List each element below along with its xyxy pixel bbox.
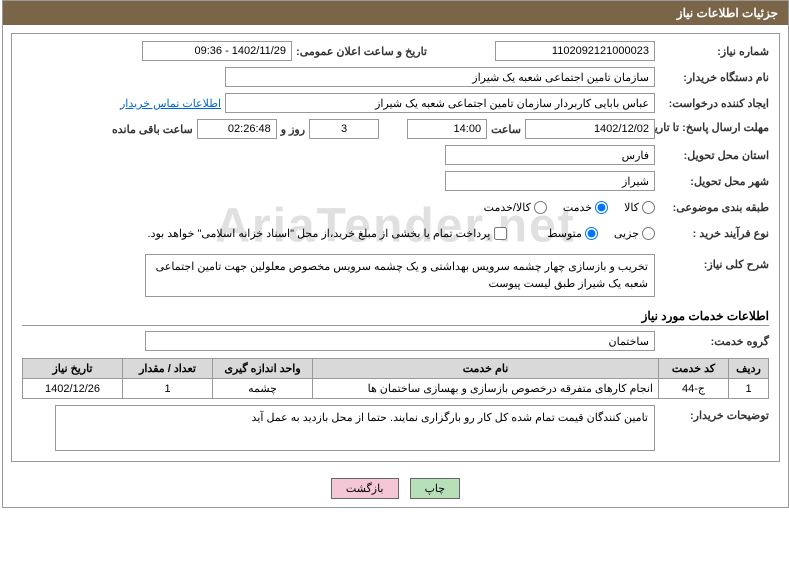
cell-row-num: 1	[729, 379, 769, 399]
radio-goods[interactable]: کالا	[624, 201, 655, 214]
process-type-label: نوع فرآیند خرید :	[659, 227, 769, 240]
description-value: تخریب و بازسازی چهار چشمه سرویس بهداشتی …	[145, 254, 655, 297]
days-label: روز و	[281, 123, 305, 136]
service-info-section-title: اطلاعات خدمات مورد نیاز	[22, 305, 769, 326]
deadline-date-value: 1402/12/02	[525, 119, 655, 139]
col-quantity: تعداد / مقدار	[123, 359, 213, 379]
back-button[interactable]: بازگشت	[331, 478, 399, 499]
classification-label: طبقه بندی موضوعی:	[659, 201, 769, 214]
col-unit: واحد اندازه گیری	[213, 359, 313, 379]
province-value: فارس	[445, 145, 655, 165]
cell-need-date: 1402/12/26	[23, 379, 123, 399]
radio-minor[interactable]: جزیی	[614, 227, 655, 240]
treasury-checkbox[interactable]: پرداخت تمام یا بخشی از مبلغ خرید،از محل …	[148, 227, 508, 240]
creator-value: عباس بابایی کاربردار سازمان تامین اجتماع…	[225, 93, 655, 113]
table-row: 1 ج-44 انجام کارهای متفرقه درخصوص بازساز…	[23, 379, 769, 399]
radio-service-label: خدمت	[563, 201, 592, 214]
print-button[interactable]: چاپ	[410, 478, 461, 499]
col-row-num: ردیف	[729, 359, 769, 379]
radio-medium[interactable]: متوسط	[547, 227, 598, 240]
treasury-checkbox-label: پرداخت تمام یا بخشی از مبلغ خرید،از محل …	[148, 227, 491, 240]
service-group-label: گروه خدمت:	[659, 335, 769, 348]
buyer-notes-value: تامین کنندگان قیمت تمام شده کل کار رو با…	[55, 405, 655, 451]
buyer-org-label: نام دستگاه خریدار:	[659, 71, 769, 84]
col-service-name: نام خدمت	[313, 359, 659, 379]
days-remaining-value: 3	[309, 119, 379, 139]
city-value: شیراز	[445, 171, 655, 191]
announce-date-label: تاریخ و ساعت اعلان عمومی:	[296, 45, 427, 58]
radio-goods-service[interactable]: کالا/خدمت	[484, 201, 547, 214]
service-group-value: ساختمان	[145, 331, 655, 351]
panel-header: جزئیات اطلاعات نیاز	[3, 1, 788, 25]
col-service-code: کد خدمت	[659, 359, 729, 379]
city-label: شهر محل تحویل:	[659, 175, 769, 188]
buyer-org-value: سازمان تامین اجتماعی شعبه یک شیراز	[225, 67, 655, 87]
services-table: ردیف کد خدمت نام خدمت واحد اندازه گیری ت…	[22, 358, 769, 399]
radio-goods-service-label: کالا/خدمت	[484, 201, 531, 214]
announce-date-value: 1402/11/29 - 09:36	[142, 41, 292, 61]
cell-service-name: انجام کارهای متفرقه درخصوص بازسازی و بهس…	[313, 379, 659, 399]
radio-goods-label: کالا	[624, 201, 639, 214]
countdown-value: 02:26:48	[197, 119, 277, 139]
col-need-date: تاریخ نیاز	[23, 359, 123, 379]
cell-service-code: ج-44	[659, 379, 729, 399]
radio-medium-label: متوسط	[547, 227, 582, 240]
cell-quantity: 1	[123, 379, 213, 399]
cell-unit: چشمه	[213, 379, 313, 399]
need-number-label: شماره نیاز:	[659, 45, 769, 58]
province-label: استان محل تحویل:	[659, 149, 769, 162]
radio-minor-label: جزیی	[614, 227, 639, 240]
hours-remaining-label: ساعت باقی مانده	[112, 123, 193, 136]
buyer-notes-label: توضیحات خریدار:	[659, 405, 769, 422]
creator-label: ایجاد کننده درخواست:	[659, 97, 769, 110]
deadline-label: مهلت ارسال پاسخ: تا تاریخ:	[659, 122, 769, 135]
buyer-contact-link[interactable]: اطلاعات تماس خریدار	[120, 97, 221, 110]
deadline-time-value: 14:00	[407, 119, 487, 139]
need-number-value: 1102092121000023	[495, 41, 655, 61]
deadline-time-label: ساعت	[491, 123, 521, 136]
radio-service[interactable]: خدمت	[563, 201, 608, 214]
description-label: شرح کلی نیاز:	[659, 254, 769, 271]
